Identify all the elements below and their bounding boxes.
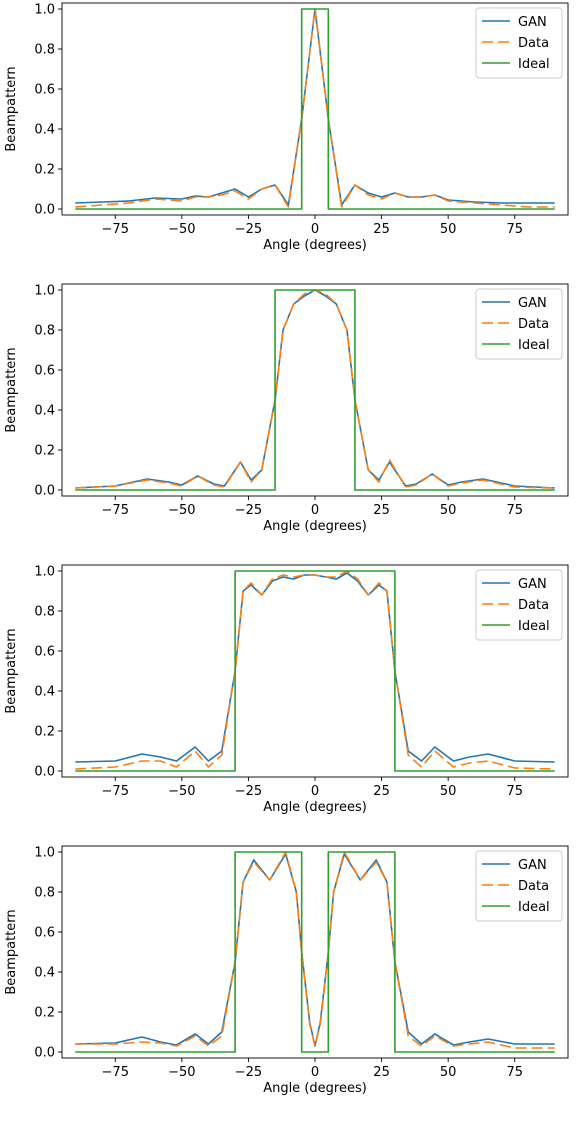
legend-label-gan: GAN [518,296,547,311]
y-tick-label: 0.0 [34,765,55,780]
y-tick-label: 0.6 [34,83,55,98]
series-line-ideal [75,8,555,210]
legend-box [475,850,563,922]
x-tick-label: −25 [235,503,262,518]
x-axis-label: Angle (degrees) [263,238,367,253]
legend: GAN Data Ideal [475,288,563,360]
x-axis-label: Angle (degrees) [263,800,367,815]
y-axis-label: Beampattern [4,909,19,994]
y-tick-label: 0.8 [34,605,55,620]
legend-label-gan: GAN [518,858,547,873]
chart-panel-4: −75 −50 −25 0 25 50 75 0.0 0.2 0.4 0.6 0.8 1.0 Angle … [4,846,569,1096]
x-tick-label: −50 [168,222,195,237]
x-tick-label: 25 [373,503,390,518]
legend-label-ideal: Ideal [518,619,550,634]
x-tick-label: 75 [506,222,523,237]
series-group [75,289,555,491]
y-tick-label: 0.4 [34,404,55,419]
y-tick-label: 0.6 [34,926,55,941]
y-tick-label: 0.2 [34,444,55,459]
legend-label-ideal: Ideal [518,57,550,72]
x-tick-label: 50 [440,784,457,799]
legend-label-gan: GAN [518,15,547,30]
x-tick-label: 0 [311,1065,319,1080]
x-tick-label: 75 [506,503,523,518]
y-tick-label: 1.0 [34,284,55,299]
x-tick-label: −75 [102,222,129,237]
x-tick-label: −75 [102,503,129,518]
legend-label-gan: GAN [518,577,547,592]
y-tick-label: 0.8 [34,43,55,58]
series-line-ideal [75,570,555,772]
y-tick-label: 0.2 [34,163,55,178]
y-tick-label: 0.0 [34,1046,55,1061]
x-tick-label: 25 [373,222,390,237]
series-line-data [75,570,555,770]
x-tick-label: −50 [168,1065,195,1080]
x-tick-label: −25 [235,1065,262,1080]
y-tick-label: 1.0 [34,565,55,580]
x-tick-label: 50 [440,222,457,237]
y-tick-label: 1.0 [34,3,55,18]
y-tick-label: 0.8 [34,886,55,901]
y-tick-label: 0.0 [34,203,55,218]
y-tick-label: 0.0 [34,484,55,499]
x-tick-label: −25 [235,784,262,799]
x-tick-label: 75 [506,784,523,799]
legend: GAN Data Ideal [475,7,563,79]
x-tick-label: 0 [311,222,319,237]
legend: GAN Data Ideal [475,850,563,922]
x-tick-label: −50 [168,503,195,518]
legend-label-ideal: Ideal [518,900,550,915]
x-tick-label: 0 [311,503,319,518]
legend-box [475,7,563,79]
y-axis-label: Beampattern [4,628,19,713]
legend-label-data: Data [518,598,549,613]
y-axis-label: Beampattern [4,347,19,432]
y-tick-label: 0.6 [34,645,55,660]
chart-panel-2: −75 −50 −25 0 25 50 75 0.0 0.2 0.4 0.6 0.8 1.0 Angle … [4,284,569,534]
series-group [75,851,555,1053]
y-tick-label: 0.8 [34,324,55,339]
series-group [75,570,555,772]
legend-label-data: Data [518,36,549,51]
x-tick-label: 25 [373,784,390,799]
y-tick-label: 0.4 [34,123,55,138]
legend-label-data: Data [518,317,549,332]
y-tick-label: 0.6 [34,364,55,379]
y-tick-label: 0.4 [34,685,55,700]
series-line-ideal [75,289,555,491]
legend: GAN Data Ideal [475,569,563,641]
x-tick-label: −75 [102,1065,129,1080]
legend-box [475,288,563,360]
legend-label-data: Data [518,879,549,894]
x-tick-label: 75 [506,1065,523,1080]
x-tick-label: 50 [440,1065,457,1080]
legend-label-ideal: Ideal [518,338,550,353]
series-line-ideal [75,851,555,1053]
y-axis-label: Beampattern [4,66,19,151]
y-tick-label: 0.2 [34,1006,55,1021]
y-tick-label: 0.2 [34,725,55,740]
x-tick-label: 50 [440,503,457,518]
y-tick-label: 1.0 [34,846,55,861]
series-line-data [75,851,555,1049]
series-line-gan [75,853,555,1047]
y-tick-label: 0.4 [34,966,55,981]
x-tick-label: −25 [235,222,262,237]
chart-panel-1: −75 −50 −25 0 25 50 75 0.0 0.2 0.4 0.6 0.8 1.0 Angle … [4,3,569,253]
x-tick-label: −50 [168,784,195,799]
chart-panel-3: −75 −50 −25 0 25 50 75 0.0 0.2 0.4 0.6 0.8 1.0 Angle … [4,565,569,815]
legend-box [475,569,563,641]
x-tick-label: −75 [102,784,129,799]
x-axis-label: Angle (degrees) [263,1081,367,1096]
x-tick-label: 0 [311,784,319,799]
series-group [75,8,555,210]
x-axis-label: Angle (degrees) [263,519,367,534]
x-tick-label: 25 [373,1065,390,1080]
